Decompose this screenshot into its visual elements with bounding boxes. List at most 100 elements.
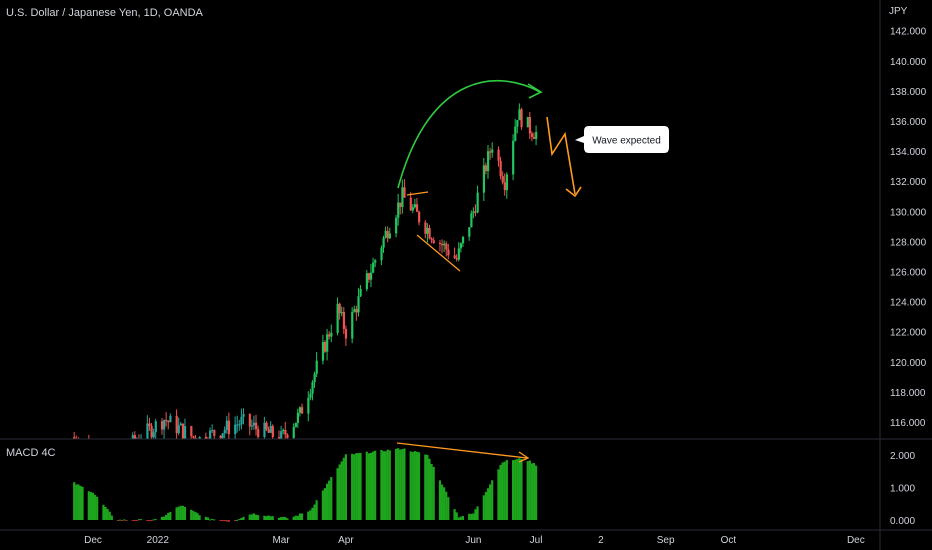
candle-body	[146, 423, 149, 439]
candle-body	[432, 240, 435, 244]
macd-bar	[486, 488, 490, 520]
macd-bar	[119, 519, 122, 521]
candles-layer	[73, 103, 538, 439]
candle-body	[271, 425, 274, 438]
candle-body	[403, 187, 406, 198]
candle-body	[294, 422, 297, 428]
macd-bar	[484, 491, 488, 520]
price-tick-label: 116.000	[890, 418, 926, 429]
candle-body	[286, 434, 289, 439]
macd-bar	[211, 519, 214, 521]
macd-bar	[307, 511, 310, 520]
macd-axis[interactable]: 2.000 1.000 0.000	[890, 451, 915, 527]
divergence-line[interactable]	[396, 442, 528, 459]
macd-bar	[257, 515, 260, 520]
candle-body	[415, 204, 419, 212]
candle-body	[227, 420, 231, 435]
candle-body	[505, 174, 509, 191]
candle-body	[395, 217, 398, 234]
macd-bar	[106, 509, 109, 520]
callout-bubble-shape	[575, 126, 669, 153]
macd-bar	[526, 461, 529, 520]
pennant-top-line[interactable]	[406, 191, 429, 196]
macd-bar	[242, 516, 245, 520]
divergence-arrowhead	[518, 451, 530, 463]
macd-bar	[443, 487, 446, 520]
macd-bar	[520, 459, 523, 520]
candle-body	[238, 424, 241, 426]
macd-bar	[192, 510, 195, 520]
macd-bar	[162, 516, 166, 520]
macd-bar	[135, 520, 138, 521]
candle-body	[447, 249, 450, 256]
macd-bar	[125, 520, 128, 521]
macd-bar	[196, 513, 199, 520]
macd-bar	[365, 451, 368, 520]
macd-bar	[430, 464, 433, 520]
candle-body	[225, 420, 228, 430]
macd-bar	[501, 462, 504, 520]
macd-pane[interactable]	[73, 448, 538, 522]
candle-body	[223, 429, 226, 434]
macd-bar	[294, 515, 297, 520]
candle-body	[438, 243, 442, 245]
price-pane[interactable]	[73, 103, 538, 439]
macd-bar	[208, 519, 212, 521]
candle-body	[499, 160, 502, 177]
candle-body	[443, 243, 446, 246]
macd-bar	[344, 454, 347, 520]
macd-bar	[160, 516, 164, 520]
candle-body	[338, 303, 341, 314]
candle-body	[257, 429, 260, 438]
price-tick-label: 140.000	[890, 57, 927, 68]
callout-bubble[interactable]: Wave expected	[575, 126, 669, 153]
expected-wave-path[interactable]	[546, 116, 576, 195]
macd-bar	[459, 516, 462, 520]
macd-bar	[93, 494, 97, 520]
macd-bar	[284, 516, 287, 520]
macd-bar	[397, 448, 400, 520]
candle-body	[514, 126, 517, 141]
macd-bar	[514, 459, 517, 520]
time-axis[interactable]: Dec 2022 Mar Apr Jun Jul 2 Sep Oct Dec	[84, 535, 865, 546]
candle-body	[411, 207, 414, 211]
macd-bar	[445, 491, 448, 520]
candle-body	[497, 149, 500, 161]
macd-bar	[89, 492, 93, 520]
macd-bar	[355, 453, 358, 520]
candle-body	[284, 429, 287, 435]
candle-body	[133, 435, 136, 439]
price-tick-label: 118.000	[890, 388, 926, 399]
candle-body	[282, 429, 285, 432]
macd-bar	[311, 507, 314, 520]
price-tick-label: 142.000	[890, 27, 927, 38]
macd-bar	[453, 509, 456, 520]
time-tick-label: Jul	[530, 535, 543, 546]
time-tick-label: Dec	[847, 535, 865, 546]
candle-body	[418, 211, 421, 223]
price-axis[interactable]: JPY 142.000 140.000 138.000 136.000 134.000 1…	[889, 6, 927, 429]
macd-bar	[206, 517, 210, 520]
candle-body	[374, 260, 377, 263]
candle-body	[487, 151, 490, 172]
candle-body	[154, 421, 157, 433]
candle-body	[380, 247, 383, 261]
candle-body	[192, 436, 195, 438]
candle-body	[386, 230, 389, 239]
macd-bar	[300, 513, 304, 520]
candle-body	[351, 311, 354, 339]
green-arc-arrow[interactable]	[397, 79, 541, 189]
price-tick-label: 134.000	[890, 147, 927, 158]
macd-bar	[223, 520, 226, 522]
macd-bar	[403, 448, 406, 520]
annotations-layer[interactable]: Wave expected	[396, 79, 669, 463]
macd-bar	[221, 520, 224, 522]
candle-body	[181, 423, 185, 439]
macd-bar	[511, 460, 515, 520]
macd-bar	[374, 450, 377, 520]
macd-bar	[252, 513, 256, 520]
macd-bar	[240, 518, 243, 520]
pennant-bottom-line[interactable]	[416, 234, 461, 272]
candle-body	[296, 412, 300, 423]
price-tick-label: 138.000	[890, 87, 927, 98]
